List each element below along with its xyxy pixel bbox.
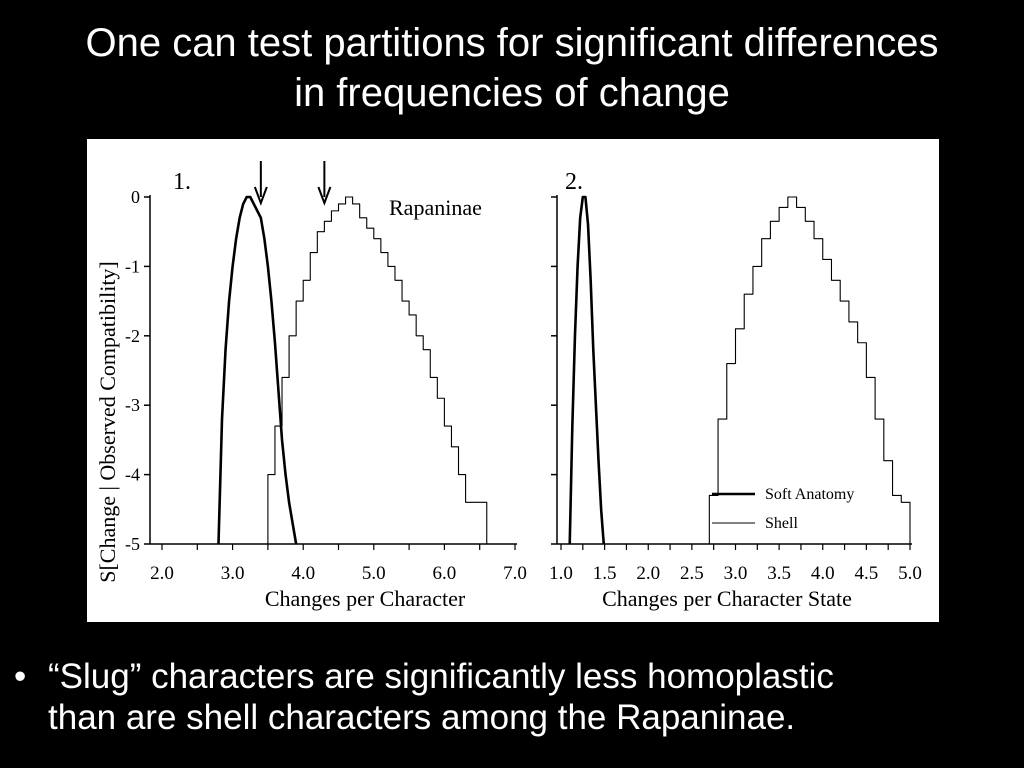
title-line-2: in frequencies of change — [294, 71, 730, 115]
panel-2-x-tick-label: 5.0 — [898, 563, 922, 584]
chart-figure: S[Change | Observed Compatibility] 1. Ra… — [95, 161, 922, 611]
panel-1-x-tick-label: 5.0 — [362, 563, 386, 584]
panel-2-x-tick-label: 3.5 — [767, 563, 791, 584]
panel-2-x-tick-label: 1.5 — [593, 563, 617, 584]
panel-2-x-tick-label: 4.5 — [855, 563, 879, 584]
panel-1-annotation: Rapaninae — [389, 195, 482, 220]
panel-1-x-axis-label: Changes per Character — [265, 586, 466, 611]
panel-1-x-tick-label: 3.0 — [221, 563, 245, 584]
bullet-text-line-2: than are shell characters among the Rapa… — [48, 698, 796, 737]
legend-label-soft-anatomy: Soft Anatomy — [765, 486, 854, 503]
panel-2-x-tick-label: 2.5 — [680, 563, 704, 584]
bullet-list: • “Slug” characters are significantly le… — [14, 656, 1004, 738]
bullet-text-line-1: “Slug” characters are significantly less… — [48, 657, 834, 696]
panel-1-series-soft-anatomy — [217, 195, 298, 545]
panel-1-label: 1. — [173, 169, 191, 195]
panel-1-x-tick-label: 4.0 — [291, 563, 315, 584]
bullet-item: • “Slug” characters are significantly le… — [14, 656, 1004, 738]
figure-panel: S[Change | Observed Compatibility] 1. Ra… — [87, 139, 939, 622]
panel-2-series-soft-anatomy — [568, 195, 606, 545]
panel-1-x-tick-label: 2.0 — [150, 563, 174, 584]
panel-2-x-tick-label: 3.0 — [724, 563, 748, 584]
legend-label-shell: Shell — [765, 515, 798, 532]
title-line-1: One can test partitions for significant … — [85, 21, 939, 65]
panel-1-y-tick-label: -3 — [125, 395, 140, 415]
slide-title: One can test partitions for significant … — [0, 18, 1024, 118]
panel-1-y-tick-label: -1 — [125, 256, 140, 276]
panel-1-y-tick-label: -5 — [125, 534, 140, 554]
panel-1-y-tick-label: -4 — [125, 465, 140, 485]
panel-2-series-shell — [700, 196, 911, 545]
panel-2-x-tick-label: 4.0 — [811, 563, 835, 584]
panel-2-x-axis-label: Changes per Character State — [602, 586, 852, 611]
bullet-marker: • — [14, 657, 27, 696]
panel-1-y-tick-label: 0 — [131, 187, 140, 207]
panel-1-series-shell — [260, 196, 488, 545]
y-axis-label: S[Change | Observed Compatibility] — [95, 261, 120, 583]
panel-1-x-tick-label: 7.0 — [503, 563, 527, 584]
panel-1-arrowhead — [317, 186, 332, 206]
panel-2-x-tick-label: 1.0 — [549, 563, 573, 584]
panel-2-x-tick-label: 2.0 — [636, 563, 660, 584]
panel-1-arrowhead — [253, 186, 268, 206]
panel-1-y-tick-label: -2 — [125, 326, 140, 346]
panel-1-x-tick-label: 6.0 — [433, 563, 457, 584]
panel-2-label: 2. — [565, 169, 583, 195]
